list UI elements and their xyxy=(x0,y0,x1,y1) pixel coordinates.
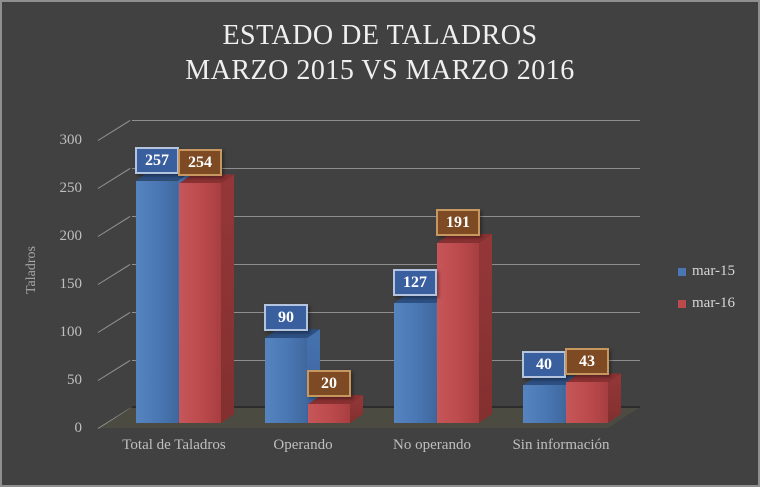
y-tick-label-50: 50 xyxy=(67,372,82,388)
tick-connector-300 xyxy=(97,119,131,141)
category-label-operando: Operando xyxy=(273,437,333,453)
y-tick-label-150: 150 xyxy=(59,276,83,292)
data-label-mar-16-operando: 20 xyxy=(307,370,351,398)
chart-title-line1: ESTADO DE TALADROS xyxy=(222,20,538,51)
gridline-200 xyxy=(132,216,640,217)
gridline-100 xyxy=(132,312,640,313)
bar-mar-16-no-operando-top xyxy=(437,234,492,243)
bar-mar-15-operando-top xyxy=(265,329,320,338)
data-label-mar-15-total-de-taladros: 257 xyxy=(135,146,179,174)
category-label-sin-informacion: Sin información xyxy=(512,437,610,453)
data-label-mar-16-sin-informacion: 43 xyxy=(565,348,609,376)
bar-mar-15-sin-informacion-front xyxy=(523,385,565,423)
gridline-250 xyxy=(132,168,640,169)
y-tick-label-0: 0 xyxy=(74,420,83,436)
category-label-no-operando: No operando xyxy=(393,437,471,453)
y-tick-label-300: 300 xyxy=(59,132,83,148)
legend-marker-mar-15-icon xyxy=(678,267,686,276)
bar-mar-16-no-operando-side xyxy=(479,234,492,423)
y-tick-label-100: 100 xyxy=(59,324,83,340)
data-label-mar-15-sin-informacion: 40 xyxy=(522,351,566,379)
legend-item-mar-16: mar-16 xyxy=(678,296,735,311)
bar-mar-15-total-de-taladros-top xyxy=(136,172,191,181)
tick-connector-50 xyxy=(97,359,131,381)
gridline-150 xyxy=(132,264,640,265)
gridline-50 xyxy=(132,360,640,361)
bar-mar-15-no-operando-top xyxy=(394,294,449,303)
bar-mar-15-operando-front xyxy=(265,338,307,423)
bar-mar-16-total-de-taladros-side xyxy=(221,174,234,423)
bar-mar-16-sin-informacion-front xyxy=(566,382,608,423)
category-label-total-de-taladros: Total de Taladros xyxy=(122,437,226,453)
tick-connector-150 xyxy=(97,263,131,285)
bar-mar-16-sin-informacion-side xyxy=(608,373,621,423)
data-label-mar-15-no-operando: 127 xyxy=(393,269,437,297)
y-tick-label-250: 250 xyxy=(59,180,83,196)
bar-mar-15-total-de-taladros-front xyxy=(136,180,178,423)
legend-label-mar-15: mar-15 xyxy=(692,263,736,279)
gridline-300 xyxy=(132,120,640,121)
chart-floor xyxy=(100,407,640,428)
bar-mar-15-sin-informacion-top xyxy=(523,376,578,385)
bar-mar-16-total-de-taladros-front xyxy=(179,183,221,423)
data-label-mar-15-operando: 90 xyxy=(264,304,308,332)
bar-mar-16-total-de-taladros-top xyxy=(179,174,234,183)
chart-floor-back-edge xyxy=(132,406,640,408)
bar-mar-16-operando-top xyxy=(308,395,363,404)
tick-connector-200 xyxy=(97,215,131,237)
bar-mar-16-operando-side xyxy=(350,395,363,423)
chart-title: ESTADO DE TALADROS MARZO 2015 VS MARZO 2… xyxy=(2,18,758,88)
legend-marker-mar-16-icon xyxy=(678,299,686,308)
bar-mar-16-operando-front xyxy=(308,404,350,423)
tick-connector-100 xyxy=(97,311,131,333)
tick-connector-250 xyxy=(97,167,131,189)
bar-mar-15-no-operando-front xyxy=(394,303,436,423)
bar-mar-16-sin-informacion-top xyxy=(566,373,621,382)
data-label-mar-16-no-operando: 191 xyxy=(436,208,480,236)
legend-item-mar-15: mar-15 xyxy=(678,264,735,279)
y-tick-label-200: 200 xyxy=(59,228,83,244)
legend: mar-15 mar-16 xyxy=(678,264,735,328)
bar-mar-16-no-operando-front xyxy=(437,242,479,423)
data-label-mar-16-total-de-taladros: 254 xyxy=(178,149,222,177)
chart-title-line2: MARZO 2015 VS MARZO 2016 xyxy=(185,55,575,86)
legend-label-mar-16: mar-16 xyxy=(692,295,736,311)
